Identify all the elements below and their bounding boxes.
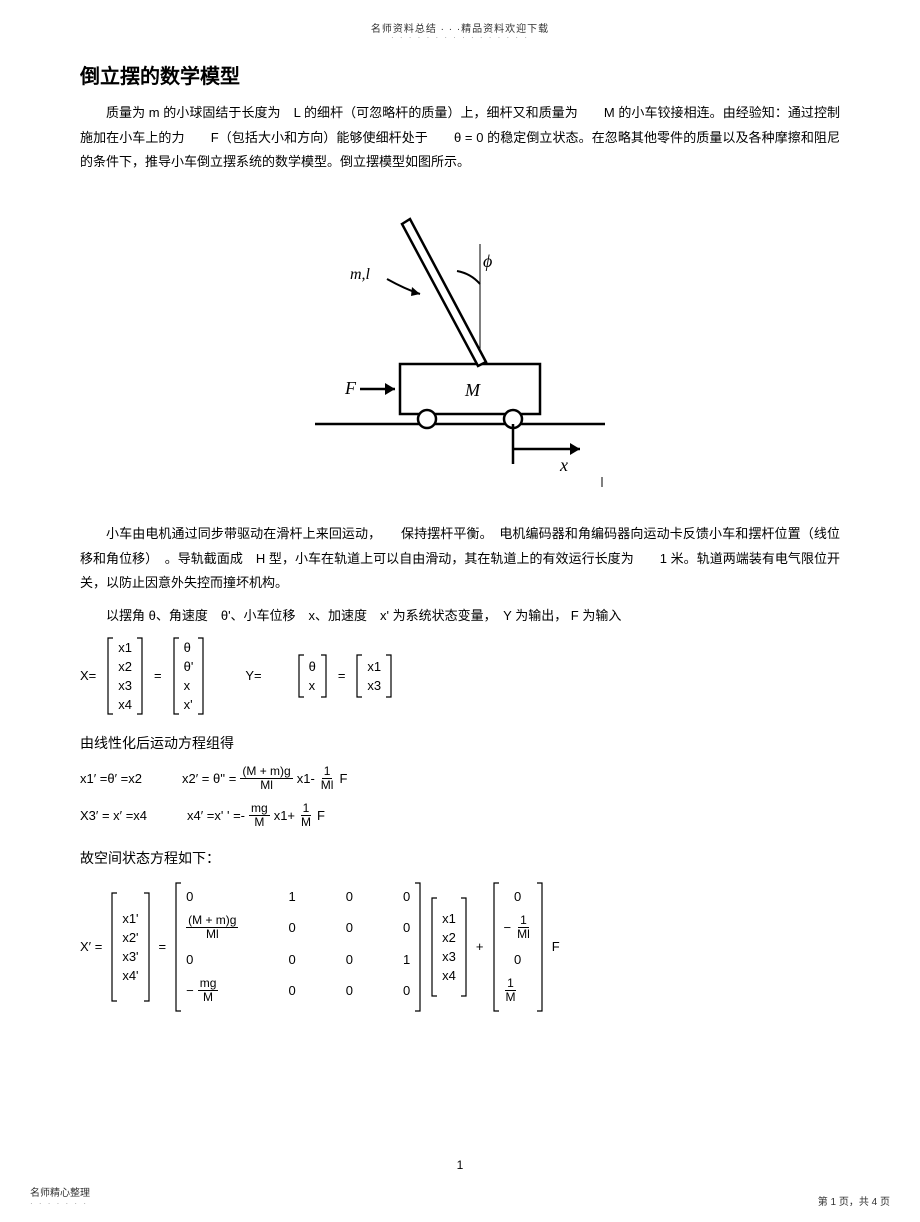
equals-2: = <box>338 668 346 683</box>
A-matrix: 0 1 0 0 (M + m)g Ml 0 0 0 0 0 0 1 <box>174 882 422 1012</box>
X-vector-matrix: x1 x2 x3 x4 <box>106 637 144 715</box>
equation-1: x1′ =θ′ =x2 x2′ = θ'' = (M + m)g Ml x1- … <box>80 765 840 792</box>
state-definition-row: X= x1 x2 x3 x4 = θ θ' x x' Y= θ x = <box>80 637 840 715</box>
header-dots: · · · · · · · · · · · · · · · · <box>80 33 840 42</box>
footer-right: 第 1 页，共 4 页 <box>818 1193 890 1208</box>
label-x: x <box>559 455 568 475</box>
footer-left: 名师精心整理 · · · · · · · <box>30 1184 90 1208</box>
Xprime-label: X′ = <box>80 939 102 954</box>
document-title: 倒立摆的数学模型 <box>80 60 840 89</box>
paragraph-3: 以摆角 θ、角速度 θ'、小车位移 x、加速度 x' 为系统状态变量， Y 为输… <box>80 604 840 629</box>
theta-vector-matrix: θ θ' x x' <box>172 637 206 715</box>
label-ml: m,l <box>350 266 371 283</box>
eq1-left: x1′ =θ′ =x2 <box>80 771 142 786</box>
F-input: F <box>552 939 560 954</box>
plus-sign: + <box>476 939 484 954</box>
label-phi: ϕ <box>483 251 492 271</box>
section-linearization: 由线性化后运动方程组得 <box>80 733 840 753</box>
Y-theta-matrix: θ x <box>297 654 328 698</box>
paragraph-1: 质量为 m 的小球固结于长度为 L 的细杆（可忽略杆的质量）上，细杆又和质量为 … <box>80 101 840 175</box>
page-number: 1 <box>0 1158 920 1172</box>
eq2-left: X3′ = x′ =x4 <box>80 808 147 823</box>
paragraph-2: 小车由电机通过同步带驱动在滑杆上来回运动， 保持摆杆平衡。 电机编码器和角编码器… <box>80 522 840 596</box>
state-space-equation: X′ = x1' x2' x3' x4' = 0 1 0 0 (M + m)g <box>80 882 840 1012</box>
label-F: F <box>344 378 357 398</box>
Y-equals-label: Y= <box>245 668 261 683</box>
X-state-vector: x1 x2 x3 x4 <box>430 897 468 997</box>
pendulum-diagram-svg: M ϕ m,l F x <box>305 199 615 489</box>
X-equals-label: X= <box>80 668 96 683</box>
eq2-right: x4′ =x' ' =- mg M x1+ 1 M F <box>187 802 325 829</box>
equals-state: = <box>159 939 167 954</box>
Xprime-vector: x1' x2' x3' x4' <box>110 892 150 1002</box>
B-vector: 0 − 1 Ml 0 1 M <box>492 882 544 1012</box>
equals-1: = <box>154 668 162 683</box>
section-state-space: 故空间状态方程如下： <box>80 848 840 868</box>
footer-dots: · · · · · · · <box>30 1199 90 1208</box>
equation-2: X3′ = x′ =x4 x4′ =x' ' =- mg M x1+ 1 M F <box>80 802 840 829</box>
eq1-right: x2′ = θ'' = (M + m)g Ml x1- 1 Ml F <box>182 765 347 792</box>
label-M: M <box>464 380 481 400</box>
Y-x-matrix: x1 x3 <box>355 654 393 698</box>
pendulum-figure: M ϕ m,l F x <box>80 199 840 494</box>
